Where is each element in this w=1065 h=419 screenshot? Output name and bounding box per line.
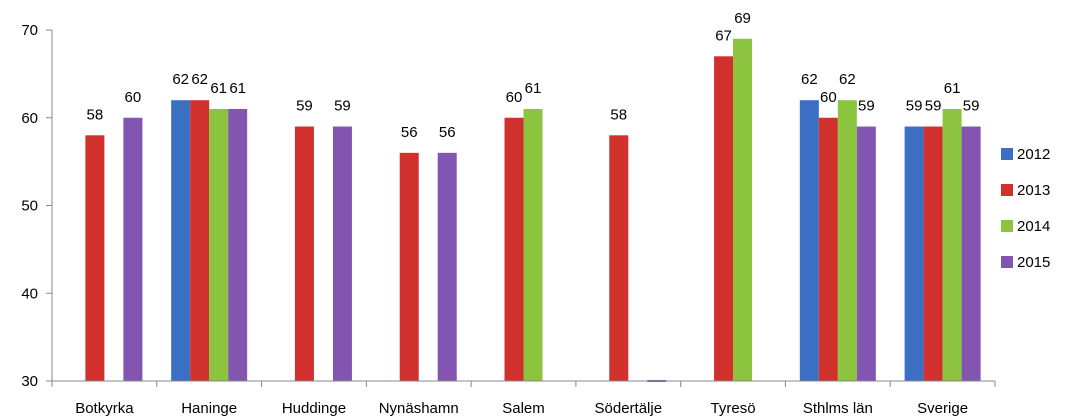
data-label-2015-3: 56 <box>439 124 456 141</box>
data-label-2013-5: 58 <box>610 106 627 123</box>
data-label-2015-7: 59 <box>858 98 875 115</box>
bar-2013-0 <box>85 135 105 381</box>
x-category-label-1: Haninge <box>181 400 237 417</box>
bar-2013-7 <box>818 117 838 381</box>
legend: 2012 2013 2014 2015 <box>1001 146 1050 271</box>
bar-2013-1 <box>190 100 210 381</box>
x-category-label-4: Salem <box>502 400 545 417</box>
bar-2013-5 <box>609 135 629 381</box>
legend-swatch-2014 <box>1001 220 1013 232</box>
x-category-label-7: Sthlms län <box>803 400 873 417</box>
bar-2012-8 <box>904 126 924 381</box>
y-tick-label-70: 70 <box>21 22 38 39</box>
y-tick-label-40: 40 <box>21 285 38 302</box>
data-label-2015-2: 59 <box>334 98 351 115</box>
bar-2014-7 <box>837 100 857 381</box>
bar-2015-1 <box>228 108 248 381</box>
bar-2015-0 <box>123 117 143 381</box>
y-tick-label-60: 60 <box>21 110 38 127</box>
bar-2013-6 <box>714 56 734 381</box>
data-label-2013-3: 56 <box>401 124 418 141</box>
data-label-2013-4: 60 <box>506 89 523 106</box>
data-label-2015-0: 60 <box>125 89 142 106</box>
legend-label-2012: 2012 <box>1017 146 1050 163</box>
bar-2014-6 <box>733 38 753 381</box>
data-label-2014-7: 62 <box>839 71 856 88</box>
data-label-2012-8: 59 <box>906 98 923 115</box>
data-label-2013-0: 58 <box>87 106 104 123</box>
data-label-2012-7: 62 <box>801 71 818 88</box>
bar-2014-1 <box>209 108 229 381</box>
x-category-label-3: Nynäshamn <box>379 400 459 417</box>
bar-2015-8 <box>961 126 981 381</box>
data-label-2014-4: 61 <box>525 80 542 97</box>
data-label-2014-6: 69 <box>734 10 751 27</box>
bar-2013-2 <box>294 126 314 381</box>
x-category-label-6: Tyresö <box>711 400 756 417</box>
bar-2015-2 <box>332 126 352 381</box>
data-label-2013-1: 62 <box>191 71 208 88</box>
data-label-2015-1: 61 <box>229 80 246 97</box>
data-label-2013-7: 60 <box>820 89 837 106</box>
bar-2013-4 <box>504 117 524 381</box>
x-category-label-0: Botkyrka <box>75 400 134 417</box>
data-label-2015-8: 59 <box>963 98 980 115</box>
legend-swatch-2012 <box>1001 148 1013 160</box>
x-category-label-2: Huddinge <box>282 400 346 417</box>
axes-layer: 30 40 50 60 70 Botkyrka Haninge Huddinge Nynäsha… <box>21 22 996 417</box>
data-label-2012-1: 62 <box>172 71 189 88</box>
data-label-2013-6: 67 <box>715 27 732 44</box>
bar-2012-7 <box>799 100 819 381</box>
legend-swatch-2013 <box>1001 184 1013 196</box>
y-tick-label-30: 30 <box>21 373 38 390</box>
bars-layer <box>85 38 981 382</box>
legend-label-2014: 2014 <box>1017 218 1050 235</box>
bar-2015-3 <box>437 152 457 381</box>
data-label-2013-2: 59 <box>296 98 313 115</box>
data-label-2013-8: 59 <box>925 98 942 115</box>
legend-label-2015: 2015 <box>1017 254 1050 271</box>
bar-2012-1 <box>171 100 191 381</box>
bar-2015-7 <box>856 126 876 381</box>
bar-2013-3 <box>399 152 419 381</box>
x-category-label-5: Södertälje <box>595 400 663 417</box>
legend-label-2013: 2013 <box>1017 182 1050 199</box>
legend-swatch-2015 <box>1001 256 1013 268</box>
y-tick-label-50: 50 <box>21 198 38 215</box>
data-label-2014-8: 61 <box>944 80 961 97</box>
bar-2014-4 <box>523 108 543 381</box>
bar-2014-8 <box>942 108 962 381</box>
x-category-label-8: Sverige <box>917 400 968 417</box>
data-label-2014-1: 61 <box>210 80 227 97</box>
bar-2013-8 <box>923 126 943 381</box>
